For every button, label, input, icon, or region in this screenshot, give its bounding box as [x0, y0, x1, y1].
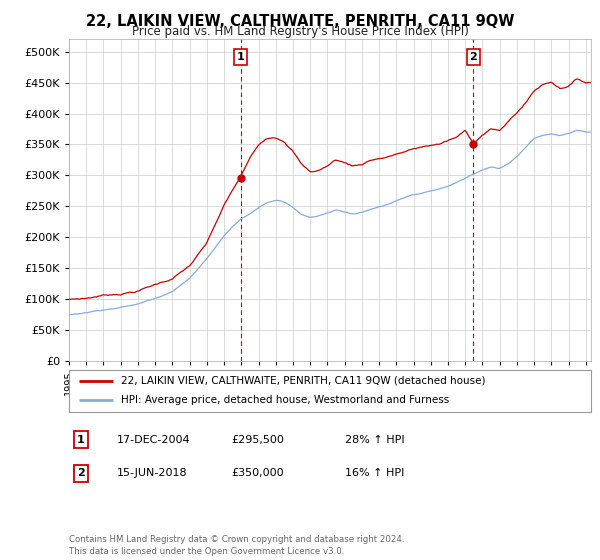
- Text: 16% ↑ HPI: 16% ↑ HPI: [345, 468, 404, 478]
- Text: 2: 2: [77, 468, 85, 478]
- Text: £295,500: £295,500: [231, 435, 284, 445]
- Text: 1: 1: [77, 435, 85, 445]
- Text: £350,000: £350,000: [231, 468, 284, 478]
- Text: HPI: Average price, detached house, Westmorland and Furness: HPI: Average price, detached house, West…: [121, 395, 449, 405]
- Text: 15-JUN-2018: 15-JUN-2018: [117, 468, 188, 478]
- Text: 22, LAIKIN VIEW, CALTHWAITE, PENRITH, CA11 9QW: 22, LAIKIN VIEW, CALTHWAITE, PENRITH, CA…: [86, 14, 514, 29]
- Text: 1: 1: [237, 52, 244, 62]
- Text: Contains HM Land Registry data © Crown copyright and database right 2024.
This d: Contains HM Land Registry data © Crown c…: [69, 535, 404, 556]
- Text: 28% ↑ HPI: 28% ↑ HPI: [345, 435, 404, 445]
- Text: 22, LAIKIN VIEW, CALTHWAITE, PENRITH, CA11 9QW (detached house): 22, LAIKIN VIEW, CALTHWAITE, PENRITH, CA…: [121, 376, 486, 386]
- Text: 2: 2: [469, 52, 477, 62]
- Text: 17-DEC-2004: 17-DEC-2004: [117, 435, 191, 445]
- Text: Price paid vs. HM Land Registry's House Price Index (HPI): Price paid vs. HM Land Registry's House …: [131, 25, 469, 38]
